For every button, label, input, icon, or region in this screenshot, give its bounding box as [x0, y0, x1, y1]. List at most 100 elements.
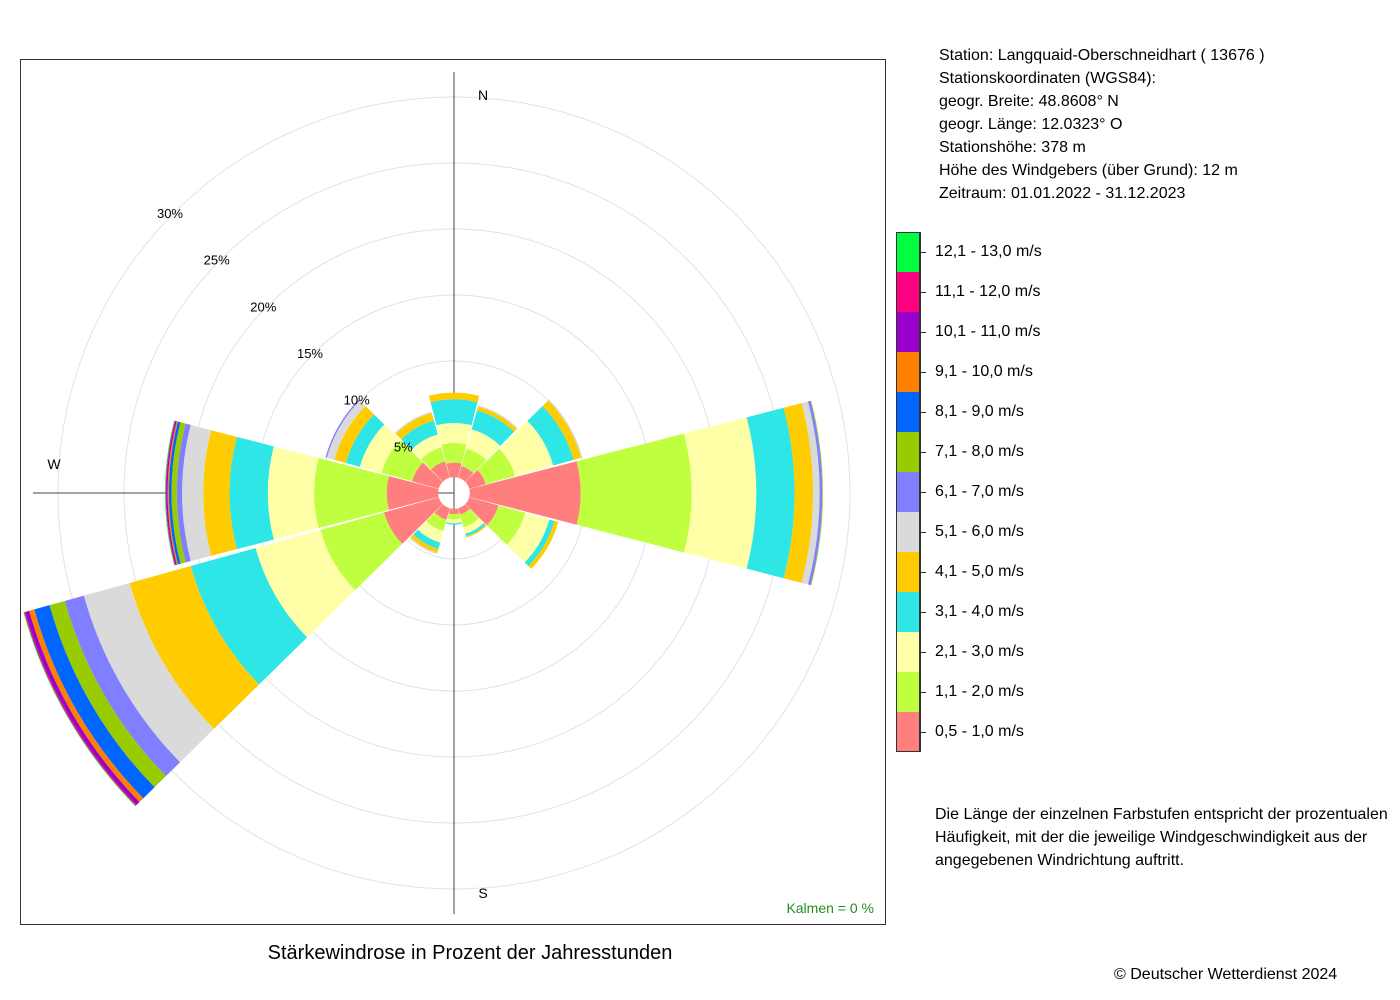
legend-swatch: [896, 712, 920, 752]
sector-60-bin-2: [477, 448, 516, 485]
sector-90-bin-4: [746, 407, 795, 579]
legend-tick: [920, 652, 926, 653]
sector-270-bin-10: [167, 421, 178, 565]
sector-30-bin-3: [466, 429, 501, 461]
time-period: Zeitraum: 01.01.2022 - 31.12.2023: [939, 185, 1186, 202]
station-name: Station: Langquaid-Oberschneidhart ( 136…: [939, 47, 1265, 64]
chart-caption: Stärkewindrose in Prozent der Jahresstun…: [267, 942, 673, 964]
sector-270-bin-9: [168, 421, 181, 565]
sector-210-bin-3: [417, 521, 444, 543]
sector-210-bin-5: [410, 534, 439, 553]
legend-swatch: [896, 632, 920, 672]
sector-30-bin-4: [471, 410, 515, 446]
sector-120-bin-2: [486, 505, 526, 545]
legend-swatch: [896, 472, 920, 512]
sector-0-bin-5: [428, 392, 480, 403]
anemometer-height: Höhe des Windgebers (über Grund): 12 m: [939, 162, 1238, 179]
sector-150-bin-2: [459, 509, 479, 528]
sector-30-bin-2: [461, 448, 487, 474]
direction-label-N: N: [478, 87, 488, 103]
sector-180-bin-2: [447, 513, 461, 520]
sector-150-bin-5: [465, 525, 487, 538]
wind-rose-svg: 5% 10% 15% 20% 25% 30% N W S: [23, 72, 851, 914]
legend-label: 4,1 - 5,0 m/s: [935, 563, 1024, 580]
legend-swatch: [896, 312, 920, 352]
legend-label: 1,1 - 2,0 m/s: [935, 683, 1024, 700]
sector-240-bin-6: [83, 582, 214, 763]
legend-label: 0,5 - 1,0 m/s: [935, 723, 1024, 740]
sector-150-bin-1: [458, 504, 470, 515]
legend-tick: [920, 252, 926, 253]
sector-0-bin-1: [446, 462, 462, 478]
legend-tick: [920, 332, 926, 333]
ring-label-20: 20%: [250, 299, 276, 314]
sector-210-bin-6: [409, 537, 438, 555]
sector-60-bin-1: [465, 469, 486, 489]
legend-label: 9,1 - 10,0 m/s: [935, 363, 1033, 380]
sector-210-bin-2: [426, 512, 447, 532]
sector-300-bin-6: [326, 400, 366, 460]
sector-180-bin-1: [448, 508, 460, 515]
legend-label: 6,1 - 7,0 m/s: [935, 483, 1024, 500]
legend-tick: [920, 612, 926, 613]
sector-90-bin-2: [576, 433, 692, 553]
explanation-note: Die Länge der einzelnen Farbstufen entsp…: [935, 806, 1388, 869]
sector-300-bin-3: [359, 424, 401, 473]
sector-150-bin-3: [463, 518, 484, 534]
sector-330-bin-4: [401, 420, 438, 450]
sector-300-bin-5: [334, 406, 374, 464]
sector-90-bin-5: [783, 403, 814, 583]
legend-label: 7,1 - 8,0 m/s: [935, 443, 1024, 460]
legend-tick: [920, 372, 926, 373]
ring-label-25: 25%: [204, 253, 230, 268]
sector-300-bin-1: [412, 462, 443, 489]
sector-120-bin-1: [465, 497, 499, 526]
sector-330-bin-6: [394, 411, 432, 434]
sector-240-bin-5: [129, 566, 260, 729]
legend-swatch: [896, 392, 920, 432]
sector-0-bin-2: [441, 442, 467, 464]
sector-270-bin-6: [182, 424, 212, 562]
sector-330-bin-5: [395, 412, 434, 440]
legend-swatch: [896, 512, 920, 552]
sector-300-bin-4: [345, 414, 385, 467]
sector-240-bin-2: [320, 512, 403, 591]
sector-150-bin-4: [465, 523, 486, 537]
legend-tick: [920, 452, 926, 453]
legend-tick: [920, 572, 926, 573]
sector-0-bin-3: [436, 423, 472, 445]
sector-180-bin-4: [446, 522, 462, 525]
wind-rose-plot: 5% 10% 15% 20% 25% 30% N W S Kalmen = 0 %: [20, 59, 886, 925]
legend-label: 2,1 - 3,0 m/s: [935, 643, 1024, 660]
sector-270-bin-13: [164, 420, 175, 566]
sector-30-bin-1: [458, 466, 474, 482]
station-elevation: Stationshöhe: 378 m: [939, 139, 1086, 156]
legend-label: 11,1 - 12,0 m/s: [935, 283, 1041, 300]
sector-240-bin-3: [255, 530, 356, 638]
ring-label-15: 15%: [297, 346, 323, 361]
legend-swatch: [896, 592, 920, 632]
sector-90-bin-3: [684, 417, 757, 569]
legend-label: 12,1 - 13,0 m/s: [935, 243, 1042, 260]
sector-270-bin-7: [176, 423, 191, 563]
ring-label-5: 5%: [394, 439, 413, 454]
legend-label: 8,1 - 9,0 m/s: [935, 403, 1024, 420]
sector-60-bin-5: [542, 400, 582, 460]
sector-90-bin-6: [801, 401, 820, 585]
sector-270-bin-2: [314, 457, 389, 529]
legend-tick: [920, 732, 926, 733]
sector-120-bin-5: [528, 520, 559, 569]
legend-tick: [920, 492, 926, 493]
sector-120-bin-4: [524, 519, 555, 567]
sector-270-bin-11: [166, 420, 177, 566]
sector-90-bin-7: [807, 400, 823, 586]
sector-270-bin-12: [165, 420, 176, 566]
sector-330-bin-2: [420, 447, 446, 470]
sector-60-bin-3: [499, 420, 554, 477]
sector-270-bin-4: [229, 436, 274, 550]
direction-label-S: S: [478, 885, 487, 901]
legend-tick: [920, 692, 926, 693]
sector-120-bin-3: [506, 512, 550, 563]
station-coords-heading: Stationskoordinaten (WGS84):: [939, 70, 1156, 87]
legend-swatch: [896, 552, 920, 592]
